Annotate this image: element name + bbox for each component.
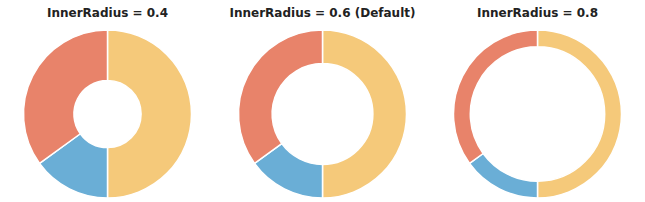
donut-panel: InnerRadius = 0.4 — [24, 6, 192, 198]
donut-slice — [470, 153, 538, 198]
donut-slice — [239, 30, 323, 163]
donut-slice — [24, 30, 108, 163]
donut-slice — [323, 30, 407, 198]
donut-slice — [108, 30, 192, 198]
donut-slice — [538, 30, 622, 198]
donut-panel: InnerRadius = 0.6 (Default) — [230, 6, 416, 198]
chart-title: InnerRadius = 0.8 — [477, 6, 598, 20]
chart-canvas: InnerRadius = 0.4 InnerRadius = 0.6 (Defa… — [0, 0, 645, 202]
donut-panel: InnerRadius = 0.8 — [454, 6, 622, 198]
chart-title: InnerRadius = 0.6 (Default) — [230, 6, 416, 20]
chart-title: InnerRadius = 0.4 — [47, 6, 168, 20]
donut-slice — [454, 30, 538, 163]
